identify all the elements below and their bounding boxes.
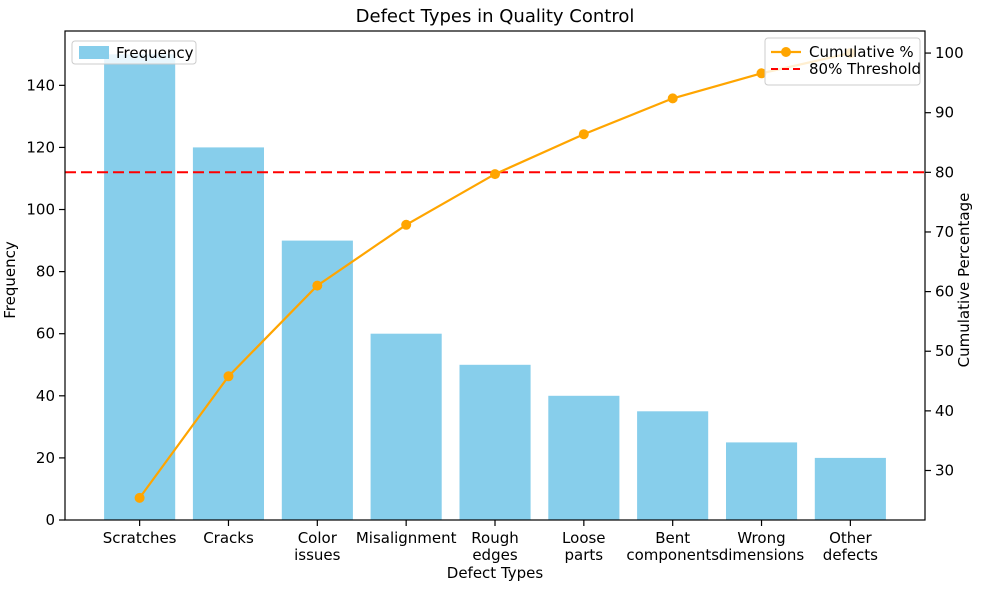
x-tick-label-color-issues: Color: [298, 529, 338, 547]
cumulative-point-bent-components: [667, 93, 678, 104]
x-tick-label-rough-edges: edges: [472, 546, 518, 564]
right-tick-label: 70: [935, 223, 954, 241]
bar-wrong-dimensions: [726, 442, 798, 520]
left-tick-label: 60: [36, 325, 55, 343]
legend-frequency-label: Frequency: [116, 44, 194, 62]
x-tick-label-bent-components: components: [626, 546, 719, 564]
left-tick-label: 0: [45, 511, 55, 529]
cumulative-swatch-marker: [781, 47, 791, 57]
legend-cumulative-label: Cumulative %: [809, 43, 914, 61]
left-y-axis-label: Frequency: [1, 241, 19, 319]
left-tick-label: 120: [26, 138, 55, 156]
right-tick-label: 100: [935, 44, 964, 62]
right-tick-label: 90: [935, 104, 954, 122]
bar-bent-components: [637, 411, 709, 520]
cumulative-point-cracks: [223, 371, 234, 382]
bar-cracks: [192, 147, 264, 520]
legend-cumulative: Cumulative % 80% Threshold: [764, 37, 921, 86]
left-tick-label: 80: [36, 263, 55, 281]
x-tick-label-other-defects: Other: [829, 529, 872, 547]
x-tick-label-misalignment: Misalignment: [356, 529, 457, 547]
cumulative-point-loose-parts: [578, 129, 589, 140]
legend-threshold-label: 80% Threshold: [809, 60, 921, 78]
bar-loose-parts: [548, 395, 620, 520]
right-tick-label: 50: [935, 342, 954, 360]
x-tick-label-cracks: Cracks: [203, 529, 254, 547]
legend-box: [764, 37, 921, 86]
bar-other-defects: [814, 457, 886, 520]
bar-misalignment: [370, 333, 442, 520]
axis-ticks: 0 20 40 60 80 100 120 140 30 40 50 60 70 80 90 100 Scrat…: [26, 44, 963, 564]
legend-frequency: Frequency: [71, 40, 197, 65]
frequency-swatch: [79, 46, 109, 59]
left-tick-label: 140: [26, 76, 55, 94]
chart-title: Defect Types in Quality Control: [356, 6, 635, 27]
x-tick-label-loose-parts: parts: [565, 546, 604, 564]
cumulative-point-scratches: [134, 492, 145, 503]
x-tick-label-color-issues: issues: [294, 546, 341, 564]
right-tick-label: 30: [935, 462, 954, 480]
x-tick-label-bent-components: Bent: [655, 529, 690, 547]
left-tick-label: 40: [36, 387, 55, 405]
x-tick-label-wrong-dimensions: dimensions: [719, 546, 805, 564]
x-tick-label-other-defects: defects: [823, 546, 878, 564]
cumulative-point-wrong-dimensions: [756, 68, 767, 79]
x-tick-label-scratches: Scratches: [103, 529, 177, 547]
x-axis-label: Defect Types: [447, 564, 544, 582]
cumulative-point-rough-edges: [490, 169, 500, 180]
right-tick-label: 40: [935, 402, 954, 420]
x-tick-label-loose-parts: Loose: [562, 529, 606, 547]
right-y-axis-label: Cumulative Percentage: [955, 193, 973, 368]
x-tick-label-wrong-dimensions: Wrong: [737, 529, 785, 547]
bar-rough-edges: [459, 364, 531, 520]
frequency-bars: [104, 54, 886, 521]
left-tick-label: 100: [26, 201, 55, 219]
cumulative-point-color-issues: [312, 280, 323, 291]
right-tick-label: 60: [935, 283, 954, 301]
x-tick-label-rough-edges: Rough: [471, 529, 518, 547]
cumulative-point-misalignment: [401, 219, 412, 230]
bar-scratches: [104, 54, 176, 521]
left-tick-label: 20: [36, 449, 55, 467]
right-tick-label: 80: [935, 163, 954, 181]
